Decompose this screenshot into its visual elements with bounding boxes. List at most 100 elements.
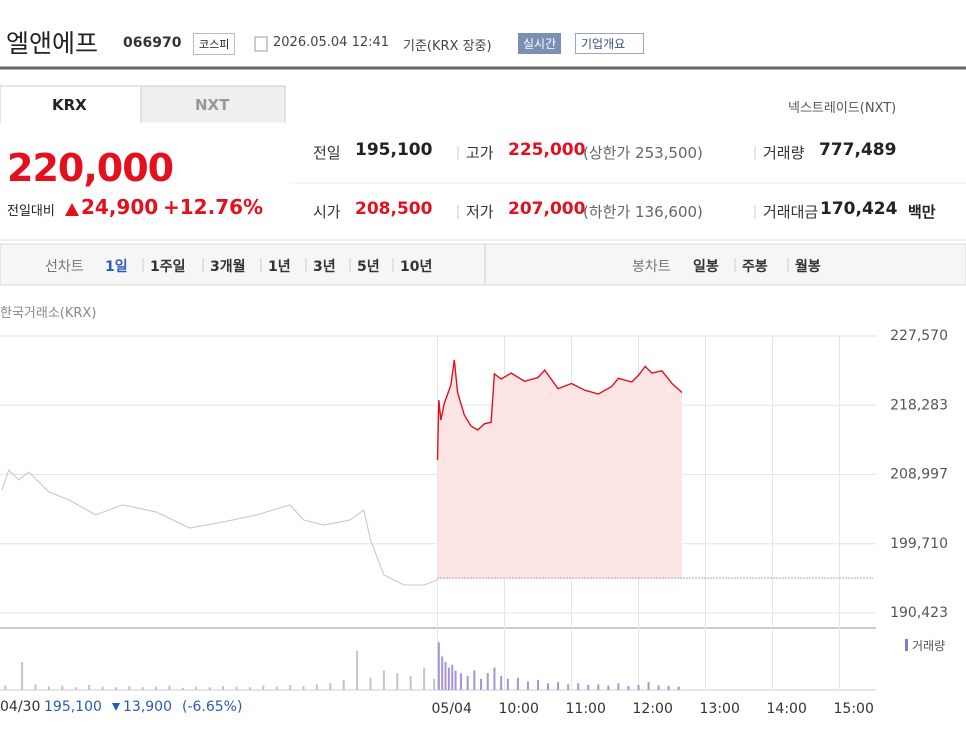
volume-bar [315, 684, 318, 690]
stat-value: 208,500 [355, 199, 433, 219]
volume-bar [369, 677, 372, 690]
stock-name: 엘앤에프 [6, 29, 99, 58]
basis: 기준(KRX 장중) [403, 39, 492, 54]
change-pct: +12.76% [163, 195, 264, 219]
calendar-icon [254, 36, 268, 52]
stat-value: 170,424 [820, 199, 898, 219]
period-tab[interactable]: 1년 [268, 259, 291, 275]
tab-krx[interactable]: KRX [52, 96, 87, 114]
volume-bar [88, 684, 91, 690]
volume-bar [222, 686, 225, 690]
stat-note: (하한가 136,600) [583, 203, 703, 221]
period-tab[interactable]: 10년 [400, 259, 433, 275]
volume-bar [677, 686, 680, 690]
volume-bar [597, 684, 600, 690]
volume-bar [21, 662, 24, 690]
volume-bar [437, 642, 440, 690]
volume-bar [447, 667, 450, 690]
volume-bar [409, 676, 412, 690]
area-fill [437, 360, 682, 579]
volume-bar [141, 687, 144, 690]
stat-label: 고가 [466, 144, 494, 162]
stat-label: 저가 [466, 203, 494, 221]
x-tick-label: 12:00 [633, 701, 673, 717]
volume-bar [627, 686, 630, 690]
stock-code: 066970 [123, 35, 182, 51]
volume-bar [74, 687, 77, 690]
candle-tab[interactable]: 일봉 [693, 259, 719, 275]
price-line [1, 468, 438, 586]
volume-bar [382, 670, 385, 690]
volume-bar [289, 684, 292, 690]
volume-bar [444, 662, 447, 690]
x-tick-label: 11:00 [566, 701, 606, 717]
volume-bar [101, 686, 104, 690]
volume-bar [433, 678, 436, 690]
period-tab[interactable]: 5년 [357, 259, 380, 275]
stat-label: 거래대금 [763, 203, 819, 221]
volume-bar [342, 679, 345, 690]
tab-nxt[interactable]: NXT [195, 96, 230, 114]
volume-bar [47, 686, 50, 690]
period-tab[interactable]: 3개월 [210, 259, 246, 275]
stat-unit: 백만 [908, 203, 936, 221]
volume-bar [155, 686, 158, 690]
volume-bar [667, 686, 670, 690]
volume-bar [302, 686, 305, 690]
volume-bar [500, 676, 503, 690]
x-tick-label: 15:00 [834, 701, 874, 717]
chart-title: 한국거래소(KRX) [0, 306, 97, 321]
stat-note: (상한가 253,500) [583, 144, 703, 162]
volume-bar [181, 687, 184, 690]
volume-bar [657, 685, 660, 690]
tab-nxt-bg [140, 85, 286, 124]
volume-bar [441, 656, 444, 690]
volume-bar [480, 678, 483, 690]
current-price: 220,000 [7, 146, 174, 190]
y-tick-label: 199,710 [890, 536, 948, 552]
volume-bar [329, 683, 332, 690]
volume-bar [235, 686, 238, 690]
stat-value: 195,100 [355, 140, 433, 160]
y-tick-label: 218,283 [890, 397, 948, 413]
footer-change: 13,900 [123, 699, 172, 715]
price-line [436, 359, 683, 461]
nxt-link[interactable]: 넥스트레이드(NXT) [788, 101, 897, 116]
volume-bar [557, 682, 560, 690]
x-tick-label: 13:00 [700, 701, 740, 717]
stat-value: 777,489 [819, 140, 897, 160]
volume-bar [4, 685, 7, 690]
change: 24,900 [81, 195, 159, 219]
volume-bar [262, 685, 265, 690]
up-arrow [65, 203, 79, 216]
candle-chart-label: 봉차트 [632, 259, 671, 275]
volume-bar [473, 670, 476, 690]
stat-label: 거래량 [763, 144, 805, 162]
volume-bar [493, 667, 496, 690]
market-badge: 코스피 [193, 33, 236, 55]
change-label: 전일대비 [7, 204, 55, 219]
volume-bar [637, 684, 640, 690]
stat-label: 전일 [313, 144, 341, 162]
y-tick-label: 190,423 [890, 605, 948, 621]
volume-bar [459, 673, 462, 690]
footer-change-pct: (-6.65%) [182, 699, 243, 715]
realtime-badge[interactable]: 실시간 [518, 33, 562, 54]
volume-bar [537, 679, 539, 690]
volume-bar [423, 667, 426, 690]
company-button[interactable]: 기업개요 [575, 33, 645, 54]
candle-tab[interactable]: 주봉 [742, 259, 768, 275]
stat-label: 시가 [313, 203, 341, 221]
candle-tab[interactable]: 월봉 [795, 259, 821, 275]
stat-value: 225,000 [508, 140, 586, 160]
volume-bar [647, 682, 650, 690]
volume-bar [114, 687, 117, 690]
volume-bar [577, 683, 580, 690]
period-tab[interactable]: 1주일 [150, 259, 186, 275]
period-tab[interactable]: 3년 [313, 259, 336, 275]
volume-legend-icon [905, 639, 908, 651]
y-tick-label: 227,570 [890, 328, 948, 344]
footer-close: 195,100 [44, 699, 102, 715]
period-tab[interactable]: 1일 [105, 259, 128, 275]
